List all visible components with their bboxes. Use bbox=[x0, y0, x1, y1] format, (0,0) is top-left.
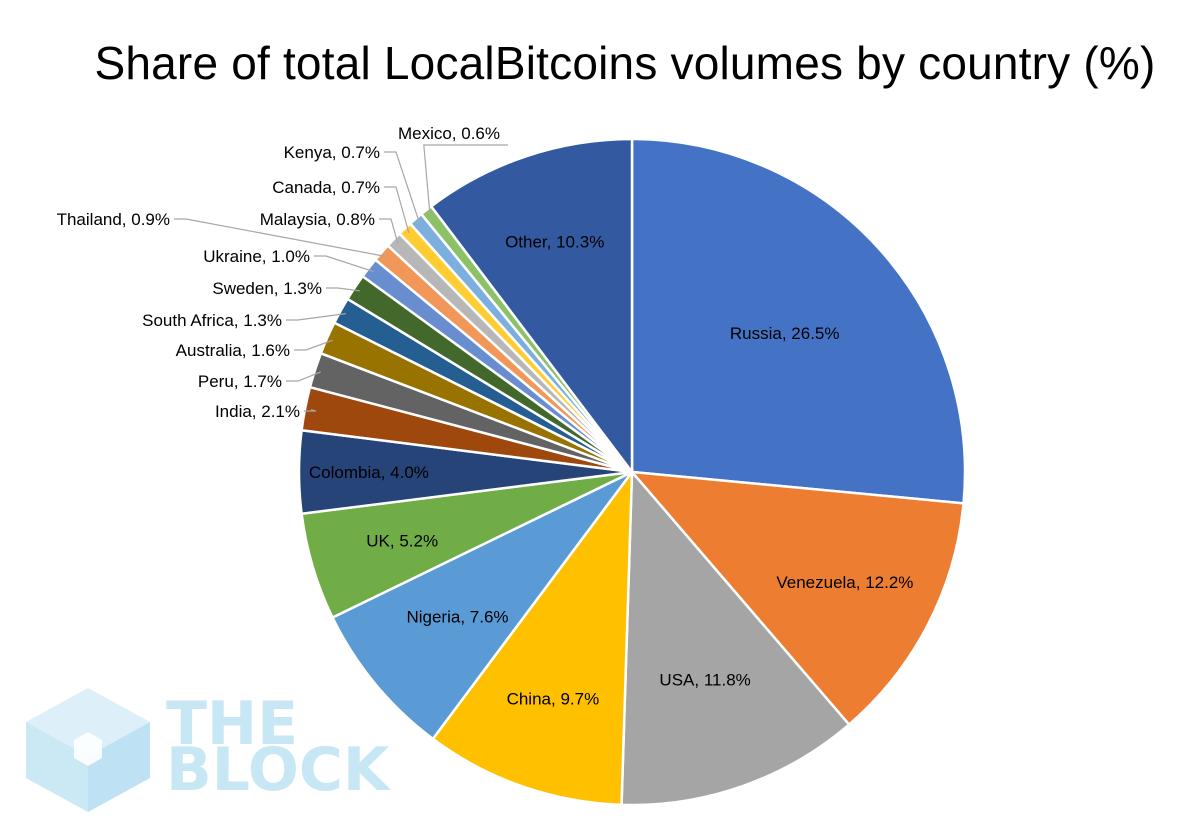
label-russia: Russia, 26.5% bbox=[730, 324, 840, 343]
leader-line-australia bbox=[294, 339, 333, 351]
leader-line-india bbox=[304, 409, 317, 412]
label-colombia: Colombia, 4.0% bbox=[309, 463, 429, 482]
label-thailand: Thailand, 0.9% bbox=[57, 210, 170, 229]
leader-line-sweden bbox=[326, 287, 360, 292]
leader-line-ukraine bbox=[314, 255, 374, 273]
leader-line-peru bbox=[286, 371, 321, 382]
label-nigeria: Nigeria, 7.6% bbox=[406, 607, 508, 626]
label-usa: USA, 11.8% bbox=[659, 670, 750, 689]
cube-logo-icon bbox=[26, 688, 150, 812]
watermark-line-1: THE bbox=[166, 689, 298, 759]
label-canada: Canada, 0.7% bbox=[272, 178, 380, 197]
label-uk: UK, 5.2% bbox=[366, 531, 438, 550]
slice-venezuela bbox=[629, 470, 965, 727]
leader-line-canada bbox=[384, 186, 410, 234]
pie-slices bbox=[297, 137, 967, 807]
label-venezuela: Venezuela, 12.2% bbox=[776, 573, 913, 592]
label-sweden: Sweden, 1.3% bbox=[212, 279, 322, 298]
slice-russia bbox=[630, 137, 967, 505]
label-australia: Australia, 1.6% bbox=[176, 341, 290, 360]
leader-line-malaysia bbox=[379, 218, 399, 244]
label-ukraine: Ukraine, 1.0% bbox=[203, 247, 310, 266]
leader-lines bbox=[174, 144, 508, 412]
label-peru: Peru, 1.7% bbox=[198, 372, 282, 391]
slice-labels: Russia, 26.5% Venezuela, 12.2% USA, 11.8% C… bbox=[57, 124, 914, 708]
watermark-line-2: BLOCK bbox=[166, 735, 392, 805]
label-china: China, 9.7% bbox=[507, 689, 600, 708]
leader-line-mexico bbox=[423, 144, 508, 215]
leader-line-south-africa bbox=[286, 313, 346, 321]
label-malaysia: Malaysia, 0.8% bbox=[260, 210, 375, 229]
label-mexico: Mexico, 0.6% bbox=[398, 124, 500, 143]
slice-usa bbox=[620, 468, 851, 807]
label-south-africa: South Africa, 1.3% bbox=[142, 311, 282, 330]
label-other: Other, 10.3% bbox=[505, 233, 604, 252]
leader-line-thailand bbox=[174, 218, 387, 258]
the-block-watermark: THE BLOCK bbox=[26, 688, 392, 812]
chart-title: Share of total LocalBitcoins volumes by … bbox=[94, 37, 1156, 89]
slice-nigeria bbox=[330, 470, 634, 741]
slice-china bbox=[431, 468, 634, 807]
leader-line-kenya bbox=[384, 151, 421, 224]
label-kenya: Kenya, 0.7% bbox=[284, 143, 380, 162]
slice-other bbox=[429, 137, 634, 476]
label-india: India, 2.1% bbox=[215, 402, 300, 421]
